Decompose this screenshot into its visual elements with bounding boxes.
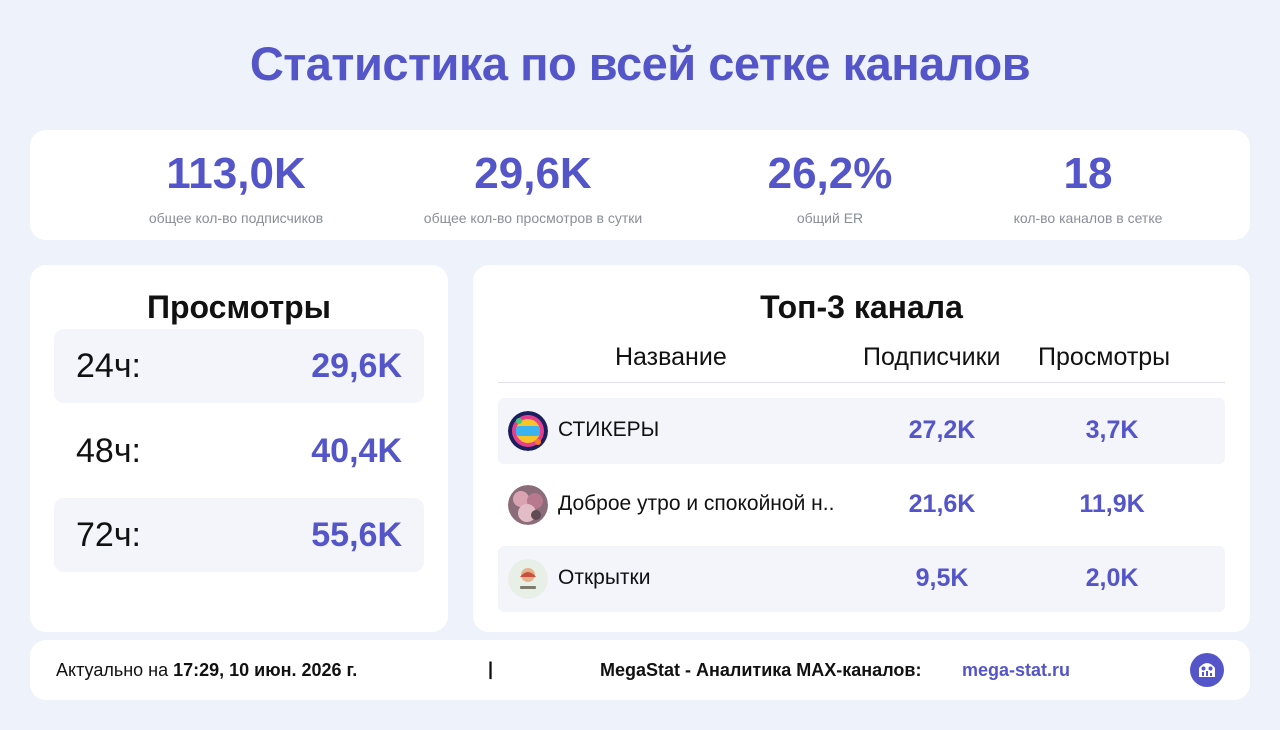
table-row[interactable]: СТИКЕРЫ 27,2K 3,7K <box>498 398 1225 464</box>
stat-value: 18 <box>1063 149 1113 198</box>
views-title: Просмотры <box>146 289 331 325</box>
views-card: Просмотры 24ч: 29,6K 48ч: 40,4K 72ч: 55,… <box>30 265 448 632</box>
channel-views: 11,9K <box>1079 490 1145 518</box>
top3-title: Топ-3 канала <box>760 289 963 325</box>
channel-name: Доброе утро и спокойной н.. <box>558 492 835 515</box>
top3-card: Топ-3 канала Название Подписчики Просмот… <box>473 265 1250 632</box>
stat-subscribers: 113,0K общее кол-во подписчиков <box>66 130 406 227</box>
stat-er: 26,2% общий ER <box>660 130 1000 227</box>
footer-separator: | <box>488 659 494 679</box>
updated-at: Актуально на 17:29, 10 июн. 2026 г. <box>56 660 357 681</box>
summary-card: 113,0K общее кол-во подписчиков 29,6K об… <box>30 130 1250 240</box>
header-name: Название <box>615 343 727 371</box>
channel-name: Открытки <box>558 566 651 589</box>
views-value: 55,6K <box>311 516 402 554</box>
stat-value: 26,2% <box>767 149 893 198</box>
channel-subscribers: 9,5K <box>915 564 969 592</box>
megastat-logo-icon <box>1190 653 1224 687</box>
views-period: 48ч: <box>76 432 141 470</box>
stat-value: 113,0K <box>166 149 306 198</box>
channel-name: СТИКЕРЫ <box>558 418 660 441</box>
header-subscribers: Подписчики <box>863 343 1001 371</box>
page-title: Статистика по всей сетке каналов <box>249 37 1031 90</box>
header-divider <box>498 382 1225 383</box>
postcards-avatar-icon <box>508 559 548 599</box>
flowers-avatar-icon <box>508 485 548 525</box>
table-row[interactable]: Доброе утро и спокойной н.. 21,6K 11,9K <box>498 472 1225 538</box>
channel-views: 2,0K <box>1085 564 1139 592</box>
stat-label: общее кол-во подписчиков <box>148 210 324 226</box>
header-views: Просмотры <box>1038 343 1171 371</box>
channel-subscribers: 21,6K <box>908 490 976 518</box>
views-period: 24ч: <box>76 347 141 385</box>
site-link[interactable]: mega-stat.ru <box>962 660 1071 680</box>
views-value: 29,6K <box>311 347 402 385</box>
stickers-avatar-icon <box>508 411 548 451</box>
views-period: 72ч: <box>76 516 141 554</box>
views-row-48h: 48ч: 40,4K <box>54 414 424 488</box>
brand-text: MegaStat - Аналитика MAX-каналов: <box>600 660 922 680</box>
updated-value: 17:29, 10 июн. 2026 г. <box>173 660 358 680</box>
channel-subscribers: 27,2K <box>908 416 976 444</box>
stat-value: 29,6K <box>474 149 592 198</box>
table-row[interactable]: Открытки 9,5K 2,0K <box>498 546 1225 612</box>
footer: Актуально на 17:29, 10 июн. 2026 г. | Me… <box>30 640 1250 700</box>
stat-daily-views: 29,6K общее кол-во просмотров в сутки <box>363 130 703 227</box>
views-row-24h: 24ч: 29,6K <box>54 329 424 403</box>
updated-prefix: Актуально на <box>56 660 174 680</box>
stat-label: кол-во каналов в сетке <box>1013 210 1163 226</box>
stat-label: общее кол-во просмотров в сутки <box>423 210 643 226</box>
views-value: 40,4K <box>311 432 402 470</box>
channel-views: 3,7K <box>1085 416 1139 444</box>
stat-label: общий ER <box>796 210 864 226</box>
stat-channels: 18 кол-во каналов в сетке <box>918 130 1258 227</box>
views-row-72h: 72ч: 55,6K <box>54 498 424 572</box>
